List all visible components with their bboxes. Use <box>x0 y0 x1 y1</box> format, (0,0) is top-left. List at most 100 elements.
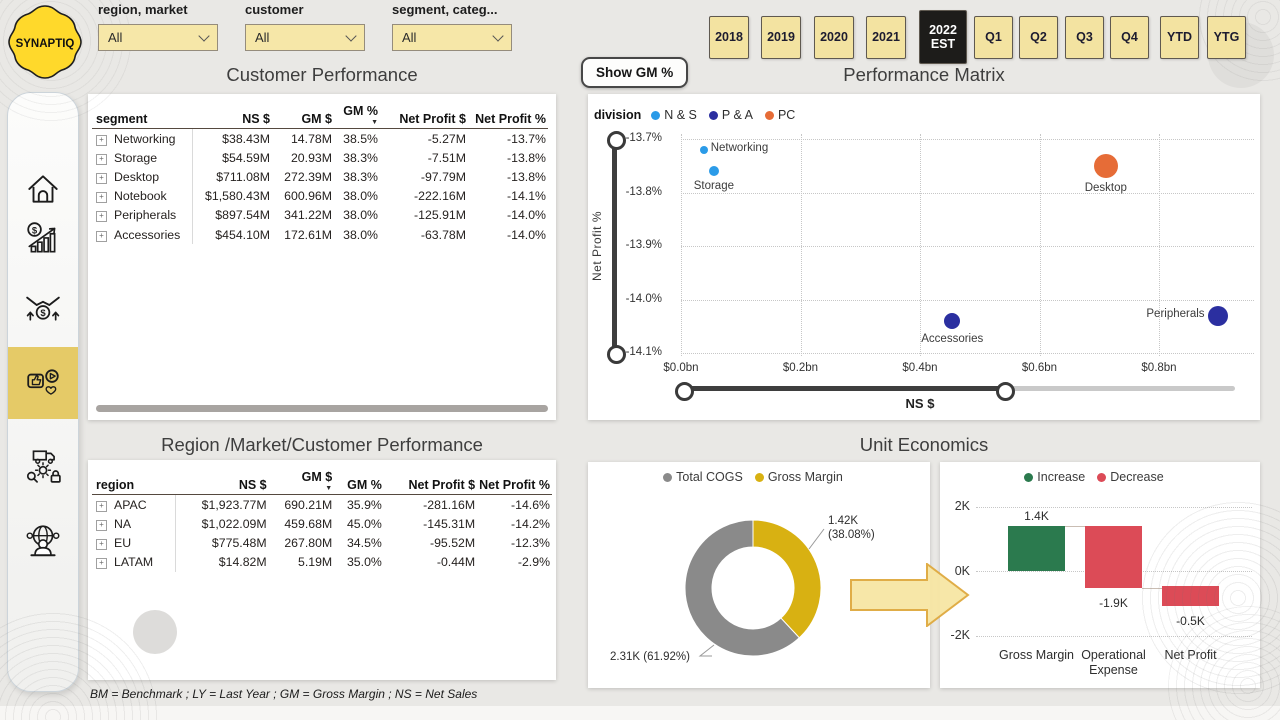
waterfall-bar-gross-margin[interactable] <box>1008 525 1065 571</box>
quarter-button-q1[interactable]: Q1 <box>974 15 1013 59</box>
filter-label: segment, categ... <box>392 2 498 17</box>
waterfall-bar-net-profit[interactable] <box>1162 586 1219 607</box>
data-cell: -95.52M <box>430 535 476 550</box>
slider-handle[interactable] <box>674 382 694 401</box>
period-button-ytd[interactable]: YTD <box>1160 15 1199 59</box>
region-performance-title: Region /Market/Customer Performance <box>161 434 483 455</box>
column-header[interactable]: NS $ <box>192 100 272 129</box>
legend-item-increase[interactable]: Increase <box>1024 470 1085 484</box>
table-row[interactable]: + EU $775.48M 267.80M 34.5% -95.52M -12.3% <box>92 533 552 553</box>
donut-slice-gross-margin[interactable] <box>752 519 822 639</box>
sidebar-item-supply-chain[interactable] <box>8 441 78 489</box>
expand-icon[interactable]: + <box>96 134 107 146</box>
legend-item-ns[interactable]: N & S <box>651 108 697 122</box>
sidebar-item-home[interactable] <box>8 167 78 211</box>
legend-dot <box>754 472 764 482</box>
filter-dropdown-region-market[interactable]: All <box>98 24 218 51</box>
slider-handle[interactable] <box>607 345 626 364</box>
expand-icon[interactable]: + <box>96 500 107 512</box>
y-axis-tick: 2K <box>954 499 970 513</box>
year-button-2022[interactable]: 2022 EST <box>919 10 967 64</box>
data-cell: -222.16M <box>414 189 466 204</box>
data-cell: 35.9% <box>346 497 382 512</box>
slider-handle[interactable] <box>607 131 626 150</box>
table-row[interactable]: + Networking $38.43M 14.78M 38.5% -5.27M -13.7… <box>92 128 548 149</box>
scatter-point-peripherals[interactable] <box>1207 305 1228 326</box>
filter-dropdown-segment-category[interactable]: All <box>392 24 512 51</box>
bar-value-label: -0.5K <box>1176 614 1205 629</box>
table-row[interactable]: + Desktop $711.08M 272.39M 38.3% -97.79M -13.8… <box>92 167 548 187</box>
filter-dropdown-customer[interactable]: All <box>245 24 365 51</box>
expand-icon[interactable]: + <box>96 153 107 165</box>
column-header[interactable]: segment <box>92 100 192 129</box>
scatter-point-networking[interactable] <box>699 145 708 154</box>
legend-item-pc[interactable]: PC <box>764 108 795 122</box>
column-header[interactable]: Net Profit $ <box>380 100 468 129</box>
gridline <box>920 134 921 356</box>
svg-text:$: $ <box>32 225 38 236</box>
expand-icon[interactable]: + <box>96 538 107 550</box>
column-header[interactable]: GM % <box>334 466 384 495</box>
quarter-button-q2[interactable]: Q2 <box>1019 15 1058 59</box>
filter-bar: region, market All customer All segment, cat… <box>98 2 539 51</box>
quarter-button-q3[interactable]: Q3 <box>1065 15 1104 59</box>
expand-icon[interactable]: + <box>96 172 107 184</box>
data-cell: $897.54M <box>215 208 270 223</box>
column-header[interactable]: GM % ▼ <box>334 100 380 129</box>
filter-value: All <box>402 30 417 45</box>
sidebar-item-deal-finance[interactable]: $ <box>8 283 78 327</box>
scatter-point-accessories[interactable] <box>944 312 961 329</box>
year-button-2020[interactable]: 2020 <box>814 15 854 59</box>
scatter-point-desktop[interactable] <box>1093 153 1118 178</box>
column-header[interactable]: NS $ <box>175 466 269 495</box>
table-row[interactable]: + NA $1,022.09M 459.68M 45.0% -145.31M -14.2% <box>92 514 552 534</box>
scatter-point-storage[interactable] <box>708 166 719 177</box>
table-row[interactable]: + Peripherals $897.54M 341.22M 38.0% -125.91M… <box>92 205 548 225</box>
legend-item-decrease[interactable]: Decrease <box>1097 470 1164 484</box>
legend-item-gross-margin[interactable]: Gross Margin <box>754 470 843 484</box>
expand-icon[interactable]: + <box>96 519 107 531</box>
sidebar-item-social-engagement[interactable] <box>8 347 78 419</box>
table-row[interactable]: + LATAM $14.82M 5.19M 35.0% -0.44M -2.9% <box>92 552 552 572</box>
sort-descending-icon: ▼ <box>325 485 333 492</box>
legend-item-pa[interactable]: P & A <box>708 108 753 122</box>
table-row[interactable]: + APAC $1,923.77M 690.21M 35.9% -281.16M -14.6… <box>92 494 552 515</box>
waterfall-bar-operational-expense[interactable] <box>1085 525 1142 588</box>
table-row[interactable]: + Accessories $454.10M 172.61M 38.0% -63.78M -… <box>92 224 548 245</box>
column-header[interactable]: Net Profit $ <box>383 466 478 495</box>
sidebar-item-sales-growth[interactable]: $ <box>8 217 78 261</box>
point-label: Storage <box>693 180 734 193</box>
period-button-ytg[interactable]: YTG <box>1207 15 1246 59</box>
y-range-slider[interactable] <box>612 139 617 353</box>
year-button-2021[interactable]: 2021 <box>866 15 906 59</box>
table-row[interactable]: + Storage $54.59M 20.93M 38.3% -7.51M -13.8% <box>92 148 548 168</box>
horizontal-scrollbar[interactable] <box>96 405 548 412</box>
expand-icon[interactable]: + <box>96 558 107 570</box>
expand-icon[interactable]: + <box>96 192 107 204</box>
data-cell: 38.0% <box>343 189 378 204</box>
donut-label-total-cogs: 2.31K (61.92%) <box>610 651 690 663</box>
year-button-2018[interactable]: 2018 <box>709 15 749 59</box>
year-button-2019[interactable]: 2019 <box>761 15 801 59</box>
expand-icon[interactable]: + <box>96 230 107 242</box>
quarter-button-q4[interactable]: Q4 <box>1110 15 1149 59</box>
show-gm-button[interactable]: Show GM % <box>581 57 689 88</box>
data-cell: -14.2% <box>511 516 550 531</box>
sidebar-item-global-customer[interactable] <box>8 515 78 567</box>
column-header[interactable]: Net Profit % <box>477 466 552 495</box>
button-label: YTG <box>1213 30 1240 44</box>
donut-slice-total-cogs[interactable] <box>684 519 801 657</box>
column-header[interactable]: GM $ <box>272 100 334 129</box>
y-axis-tick: -2K <box>950 628 970 642</box>
data-cell: 20.93M <box>290 150 332 165</box>
x-range-slider-active[interactable] <box>681 386 1002 391</box>
column-header[interactable]: Net Profit % <box>468 100 548 129</box>
column-header[interactable]: GM $ ▼ <box>268 466 335 495</box>
table-row[interactable]: + Notebook $1,580.43M 600.96M 38.0% -222.16M -… <box>92 186 548 206</box>
column-header[interactable]: region <box>92 466 176 495</box>
expand-icon[interactable]: + <box>96 211 107 223</box>
row-name-cell: + Desktop <box>92 167 193 187</box>
donut-label-pct: (38.08%) <box>828 529 875 541</box>
slider-handle[interactable] <box>995 382 1015 401</box>
legend-item-total-cogs[interactable]: Total COGS <box>663 470 743 484</box>
